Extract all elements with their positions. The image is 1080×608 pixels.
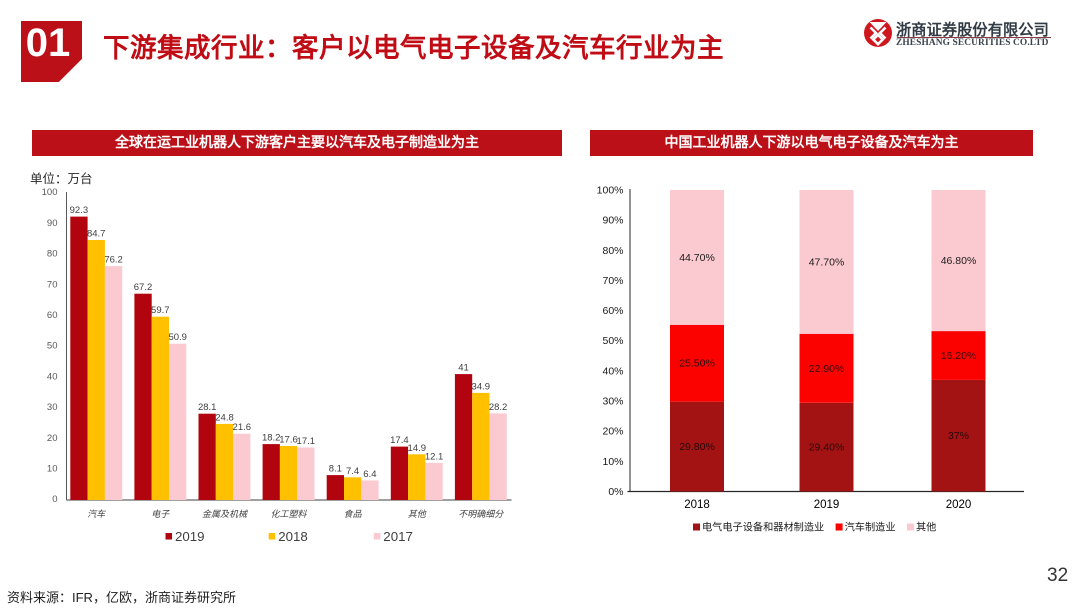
svg-text:2019: 2019	[814, 499, 840, 511]
svg-text:20: 20	[47, 433, 58, 444]
svg-text:40: 40	[47, 371, 58, 382]
svg-text:其他: 其他	[408, 509, 427, 519]
svg-text:6.4: 6.4	[363, 469, 376, 480]
svg-text:76.2: 76.2	[104, 255, 123, 266]
svg-text:59.7: 59.7	[151, 305, 170, 316]
svg-text:90%: 90%	[602, 215, 623, 227]
svg-text:46.80%: 46.80%	[941, 255, 977, 267]
svg-text:28.1: 28.1	[198, 402, 217, 413]
svg-text:14.9: 14.9	[408, 443, 427, 454]
svg-text:100: 100	[42, 187, 58, 198]
svg-text:67.2: 67.2	[134, 282, 153, 293]
svg-text:17.1: 17.1	[297, 436, 316, 447]
svg-text:0: 0	[52, 494, 57, 505]
svg-text:30: 30	[47, 402, 58, 413]
svg-text:7.4: 7.4	[346, 466, 359, 477]
svg-text:16.20%: 16.20%	[941, 350, 977, 362]
svg-text:70%: 70%	[602, 275, 623, 287]
svg-text:70: 70	[47, 279, 58, 290]
svg-text:汽车制造业: 汽车制造业	[845, 521, 896, 534]
svg-text:22.90%: 22.90%	[809, 363, 845, 375]
svg-text:50%: 50%	[602, 335, 623, 347]
svg-text:17.6: 17.6	[279, 435, 298, 446]
svg-text:29.80%: 29.80%	[679, 441, 715, 453]
svg-text:60%: 60%	[602, 305, 623, 317]
svg-text:21.6: 21.6	[233, 422, 252, 433]
svg-text:60: 60	[47, 310, 58, 321]
svg-text:24.8: 24.8	[215, 412, 234, 423]
svg-text:2019: 2019	[175, 529, 205, 544]
svg-text:28.2: 28.2	[489, 402, 508, 413]
svg-text:8.1: 8.1	[329, 464, 342, 475]
svg-text:25.50%: 25.50%	[679, 358, 715, 370]
svg-text:金属及机械: 金属及机械	[202, 509, 249, 519]
svg-text:2017: 2017	[383, 529, 413, 544]
svg-text:90: 90	[47, 218, 58, 229]
svg-text:92.3: 92.3	[70, 205, 89, 216]
svg-text:80: 80	[47, 249, 58, 260]
svg-text:食品: 食品	[344, 509, 363, 519]
svg-text:12.1: 12.1	[425, 451, 444, 462]
svg-text:2020: 2020	[946, 499, 972, 511]
svg-text:50.9: 50.9	[168, 332, 187, 343]
svg-text:30%: 30%	[602, 396, 623, 408]
svg-text:44.70%: 44.70%	[679, 252, 715, 264]
svg-text:10: 10	[47, 464, 58, 475]
svg-text:0%: 0%	[608, 486, 623, 498]
svg-text:40%: 40%	[602, 365, 623, 377]
svg-text:29.40%: 29.40%	[809, 442, 845, 454]
svg-text:47.70%: 47.70%	[809, 256, 845, 268]
svg-text:2018: 2018	[684, 499, 710, 511]
svg-text:其他: 其他	[916, 521, 936, 534]
svg-text:17.4: 17.4	[390, 435, 409, 446]
svg-text:50: 50	[47, 341, 58, 352]
svg-text:10%: 10%	[602, 456, 623, 468]
svg-text:20%: 20%	[602, 426, 623, 438]
svg-text:化工塑料: 化工塑料	[270, 509, 307, 519]
svg-text:18.2: 18.2	[262, 433, 281, 444]
svg-text:84.7: 84.7	[87, 229, 106, 240]
svg-text:100%: 100%	[597, 185, 624, 197]
svg-text:37%: 37%	[948, 430, 969, 442]
svg-text:34.9: 34.9	[472, 381, 491, 392]
svg-text:80%: 80%	[602, 245, 623, 257]
svg-text:汽车: 汽车	[87, 509, 106, 519]
svg-text:41: 41	[458, 363, 469, 374]
svg-text:不明确细分: 不明确细分	[458, 509, 504, 519]
svg-text:电子: 电子	[151, 509, 170, 519]
svg-text:电气电子设备和器材制造业: 电气电子设备和器材制造业	[702, 521, 824, 534]
svg-text:2018: 2018	[278, 529, 308, 544]
